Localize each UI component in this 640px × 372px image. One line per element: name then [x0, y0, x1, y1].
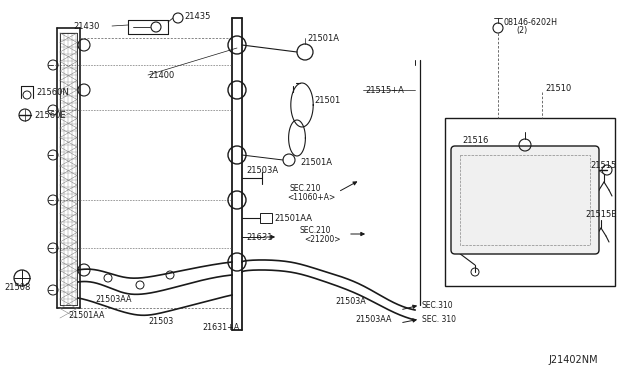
Text: (2): (2) [516, 26, 527, 35]
Text: 21400: 21400 [148, 71, 174, 80]
FancyBboxPatch shape [451, 146, 599, 254]
Text: 21631: 21631 [246, 232, 273, 241]
Text: 21503A: 21503A [335, 298, 365, 307]
Text: 21503: 21503 [148, 317, 173, 326]
Text: 21516: 21516 [462, 135, 488, 144]
Text: 21501: 21501 [314, 96, 340, 105]
Text: SEC.310: SEC.310 [422, 301, 454, 310]
Text: 21503AA: 21503AA [95, 295, 131, 305]
Text: 21515: 21515 [590, 160, 616, 170]
Text: 21560N: 21560N [36, 87, 68, 96]
Text: 21503A: 21503A [246, 166, 278, 174]
Text: J21402NM: J21402NM [548, 355, 598, 365]
Text: 21501AA: 21501AA [274, 214, 312, 222]
Text: 21501A: 21501A [307, 33, 339, 42]
Text: SEC.210: SEC.210 [300, 225, 332, 234]
Text: 21435: 21435 [184, 12, 211, 20]
Bar [445, 118, 615, 286]
Text: SEC. 310: SEC. 310 [422, 315, 456, 324]
Text: SEC.210: SEC.210 [290, 183, 321, 192]
Text: 21510: 21510 [545, 83, 572, 93]
Bar [460, 155, 590, 245]
Text: <21200>: <21200> [304, 234, 340, 244]
Text: 21503AA: 21503AA [355, 314, 392, 324]
Text: 21515E: 21515E [585, 209, 616, 218]
Bar [260, 213, 272, 223]
Text: 21430: 21430 [74, 22, 100, 31]
Text: 21631+A: 21631+A [202, 324, 239, 333]
Text: 08146-6202H: 08146-6202H [504, 17, 558, 26]
Text: 21501AA: 21501AA [68, 311, 104, 321]
Text: 21501A: 21501A [300, 157, 332, 167]
Text: <11060+A>: <11060+A> [287, 192, 335, 202]
Text: 21508: 21508 [4, 282, 30, 292]
Text: 21515+A: 21515+A [365, 86, 404, 94]
Text: 21560E: 21560E [34, 110, 66, 119]
